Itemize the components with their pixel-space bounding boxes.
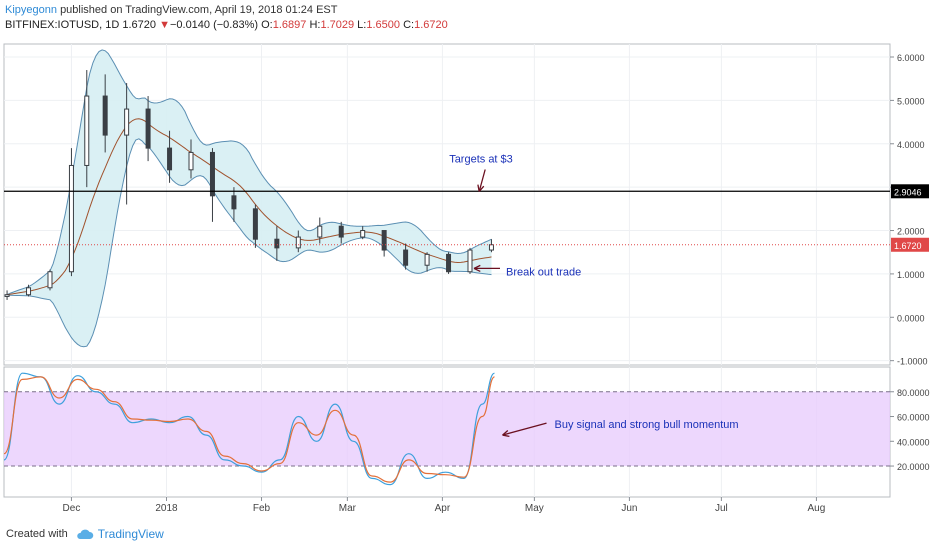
candle-body — [84, 95, 90, 166]
arrow-head — [502, 430, 510, 438]
candle-body — [360, 230, 366, 238]
y-tick-label: 1.0000 — [897, 270, 925, 280]
x-tick-label: Jul — [715, 503, 728, 514]
y-tick-label: 6.0000 — [897, 53, 925, 63]
stoch-d-line — [3, 376, 496, 483]
x-tick-label: Jun — [621, 503, 637, 514]
tradingview-brand-link[interactable]: TradingView — [97, 527, 164, 541]
resistance-label-bg — [891, 184, 929, 199]
candle-body — [145, 108, 151, 149]
candle-body — [317, 225, 323, 238]
candle-body — [102, 95, 108, 136]
candle-body — [26, 287, 32, 296]
author-link[interactable]: Kipyegonn — [5, 4, 57, 16]
low-value: 1.6500 — [366, 19, 401, 31]
candle-body — [467, 249, 473, 273]
x-tick-label: 2018 — [155, 503, 178, 514]
symbol-label: BITFINEX:IOTUSD, 1D — [5, 19, 120, 31]
annotation-targets: Targets at $3 — [449, 153, 513, 165]
stoch-y-tick-label: 60.0000 — [897, 413, 930, 423]
last-price-label: 1.6720 — [894, 241, 922, 251]
down-arrow-icon: ▼ — [159, 19, 170, 31]
stoch-y-tick-label: 20.0000 — [897, 462, 930, 472]
main-pane — [3, 43, 891, 366]
created-with-label: Created with — [6, 528, 68, 540]
x-tick-label: May — [525, 503, 544, 514]
candle-body — [295, 236, 301, 249]
candle-body — [446, 253, 452, 273]
stoch-y-tick-label: 40.0000 — [897, 437, 930, 447]
candle-body — [47, 271, 53, 289]
footer: Created with TradingView — [6, 527, 164, 541]
candle-body — [4, 294, 10, 297]
high-value: 1.7029 — [320, 19, 355, 31]
bollinger-lower — [7, 138, 492, 348]
candle-body — [488, 244, 494, 251]
publish-info: Kipyegonn published on TradingView.com, … — [5, 4, 338, 16]
candle-body — [424, 253, 430, 266]
price-change: −0.0140 (−0.83%) — [169, 19, 259, 31]
open-label: O: — [261, 19, 273, 31]
arrow-head — [473, 264, 481, 273]
stoch-k-line — [3, 372, 495, 486]
price-chart[interactable]: 6.00005.00004.00003.00002.00001.00000.00… — [0, 0, 932, 520]
x-tick-label: Feb — [253, 503, 271, 514]
published-text: published on TradingView.com, April 19, … — [60, 4, 338, 16]
candle-body — [231, 195, 237, 210]
open-value: 1.6897 — [272, 19, 307, 31]
y-tick-label: 2.0000 — [897, 227, 925, 237]
last-price: 1.6720 — [122, 19, 157, 31]
candle-body — [381, 230, 387, 251]
bollinger-upper — [6, 49, 492, 296]
annotation-breakout: Break out trade — [506, 266, 581, 278]
arrow-line — [502, 422, 547, 436]
bollinger-basis — [7, 118, 492, 296]
candle-body — [167, 147, 173, 171]
candle-body — [188, 151, 194, 171]
x-tick-label: Mar — [339, 503, 357, 514]
y-tick-label: -1.0000 — [897, 357, 928, 367]
candle-body — [252, 208, 258, 240]
tradingview-cloud-icon — [77, 529, 94, 539]
candle-body — [403, 249, 409, 266]
y-tick-label: 5.0000 — [897, 96, 925, 106]
arrow-line — [478, 169, 486, 192]
candle-body — [68, 164, 74, 273]
close-label: C: — [403, 19, 415, 31]
stoch-y-tick-label: 80.0000 — [897, 388, 930, 398]
stoch-band — [4, 391, 890, 467]
last-price-label-bg — [891, 237, 929, 252]
arrow-head — [477, 184, 485, 192]
y-tick-label: 4.0000 — [897, 140, 925, 150]
high-label: H: — [309, 19, 321, 31]
candle-body — [338, 225, 344, 238]
candle-body — [274, 238, 280, 249]
y-tick-label: 0.0000 — [897, 313, 925, 323]
symbol-info: BITFINEX:IOTUSD, 1D 1.6720 ▼−0.0140 (−0.… — [5, 19, 448, 31]
x-tick-label: Dec — [63, 503, 81, 514]
close-value: 1.6720 — [414, 19, 448, 31]
candle-body — [124, 108, 130, 136]
candle-body — [209, 151, 215, 197]
x-tick-label: Aug — [808, 503, 826, 514]
annotation-buy-signal: Buy signal and strong bull momentum — [555, 419, 739, 431]
low-label: L: — [357, 19, 367, 31]
x-tick-label: Apr — [435, 503, 451, 514]
resistance-label: 2.9046 — [894, 187, 922, 197]
